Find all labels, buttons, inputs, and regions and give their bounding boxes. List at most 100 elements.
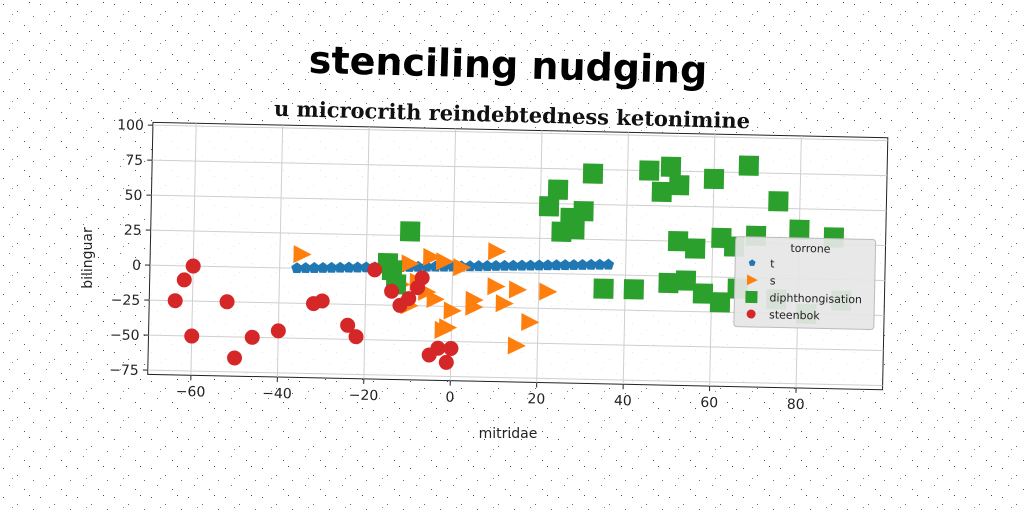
x-grid-line bbox=[449, 128, 457, 381]
legend-marker bbox=[745, 290, 758, 304]
data-point bbox=[594, 258, 606, 270]
data-point bbox=[176, 272, 192, 288]
data-point bbox=[317, 261, 329, 273]
data-point bbox=[227, 350, 243, 366]
legend-entry: steenbok bbox=[746, 308, 821, 322]
data-point bbox=[498, 259, 511, 271]
y-tick-label: 75 bbox=[125, 153, 143, 169]
data-point bbox=[465, 297, 484, 316]
data-point bbox=[219, 294, 235, 310]
x-axis-label: mitridae bbox=[479, 426, 538, 442]
data-point bbox=[299, 262, 312, 274]
data-point bbox=[709, 292, 731, 313]
data-point bbox=[434, 320, 453, 339]
data-point bbox=[401, 254, 420, 273]
data-point bbox=[651, 181, 673, 203]
legend-label: t bbox=[770, 257, 775, 270]
x-tick-label: 80 bbox=[787, 397, 805, 413]
data-point bbox=[550, 259, 563, 271]
data-point bbox=[675, 270, 697, 291]
data-point bbox=[539, 282, 558, 301]
x-grid-line bbox=[536, 130, 543, 383]
data-point bbox=[538, 196, 560, 217]
data-point bbox=[367, 262, 383, 278]
y-tick-label: 100 bbox=[117, 117, 144, 134]
data-point bbox=[435, 252, 455, 271]
data-point bbox=[343, 261, 355, 273]
data-point bbox=[244, 329, 260, 345]
data-point bbox=[291, 262, 303, 274]
data-point bbox=[533, 259, 545, 271]
data-point bbox=[438, 354, 454, 370]
data-point bbox=[547, 179, 569, 200]
y-tick-label: −50 bbox=[110, 327, 140, 344]
y-axis-label: bilinguar bbox=[80, 227, 96, 289]
data-point bbox=[414, 270, 430, 286]
legend-marker bbox=[746, 274, 758, 286]
legend-box bbox=[733, 236, 877, 330]
data-point bbox=[507, 336, 526, 355]
legend-label: diphthongisation bbox=[769, 291, 862, 306]
data-point bbox=[623, 279, 645, 300]
data-point bbox=[667, 231, 689, 252]
data-point bbox=[340, 317, 356, 333]
data-point bbox=[559, 259, 571, 271]
x-tick-label: 40 bbox=[614, 393, 632, 409]
data-point bbox=[521, 312, 540, 331]
data-point bbox=[488, 242, 507, 261]
plot-frame bbox=[147, 121, 889, 391]
y-grid-line bbox=[152, 159, 888, 177]
data-point bbox=[423, 247, 442, 266]
y-grid-line bbox=[147, 369, 883, 387]
x-grid-line bbox=[363, 126, 370, 379]
data-point bbox=[184, 328, 200, 344]
y-tick-label: 0 bbox=[132, 258, 141, 274]
data-point bbox=[481, 260, 494, 271]
data-point bbox=[789, 219, 810, 240]
data-point bbox=[487, 277, 506, 296]
data-point bbox=[472, 260, 485, 272]
legend-entry: diphthongisation bbox=[745, 290, 862, 306]
data-point bbox=[443, 301, 462, 320]
data-point bbox=[524, 259, 537, 271]
data-point bbox=[348, 329, 364, 345]
legend-marker bbox=[748, 259, 756, 266]
data-point bbox=[384, 283, 400, 299]
y-tick-label: −75 bbox=[109, 362, 139, 379]
x-tick-label: −60 bbox=[176, 384, 206, 401]
data-point bbox=[507, 259, 519, 271]
data-point bbox=[658, 272, 679, 294]
chart-title: stenciling nudging bbox=[308, 38, 707, 92]
data-point bbox=[308, 262, 320, 273]
data-point bbox=[582, 163, 604, 184]
data-point bbox=[669, 175, 690, 196]
data-point bbox=[421, 347, 437, 363]
data-point bbox=[703, 168, 725, 190]
series-s bbox=[293, 242, 558, 355]
x-tick-label: 0 bbox=[445, 390, 454, 406]
data-point bbox=[490, 259, 502, 271]
data-point bbox=[568, 259, 580, 270]
y-tick-label: 50 bbox=[124, 188, 142, 204]
data-point bbox=[516, 259, 528, 271]
data-point bbox=[185, 258, 201, 274]
data-point bbox=[692, 283, 714, 304]
x-tick-label: −20 bbox=[349, 388, 379, 405]
data-point bbox=[639, 160, 660, 181]
legend: torrone ts diphthongisation steenbok bbox=[733, 236, 877, 330]
data-point bbox=[593, 278, 614, 299]
y-tick-label: −25 bbox=[111, 292, 141, 309]
x-tick-label: −40 bbox=[262, 386, 292, 403]
data-point bbox=[576, 258, 589, 270]
data-point bbox=[270, 323, 286, 339]
data-point bbox=[685, 238, 706, 259]
y-grid-line bbox=[152, 124, 888, 142]
plot-area: −60 −40 −20 0 20 40 60 80 −75 −50 −25 0 25 50 75 100 to… bbox=[109, 117, 889, 413]
data-point bbox=[453, 258, 472, 277]
data-point bbox=[381, 260, 403, 281]
x-grid-line bbox=[622, 132, 629, 385]
data-point bbox=[495, 294, 514, 313]
legend-label: steenbok bbox=[769, 308, 821, 322]
legend-entry: s bbox=[746, 274, 776, 287]
data-point bbox=[768, 191, 789, 212]
